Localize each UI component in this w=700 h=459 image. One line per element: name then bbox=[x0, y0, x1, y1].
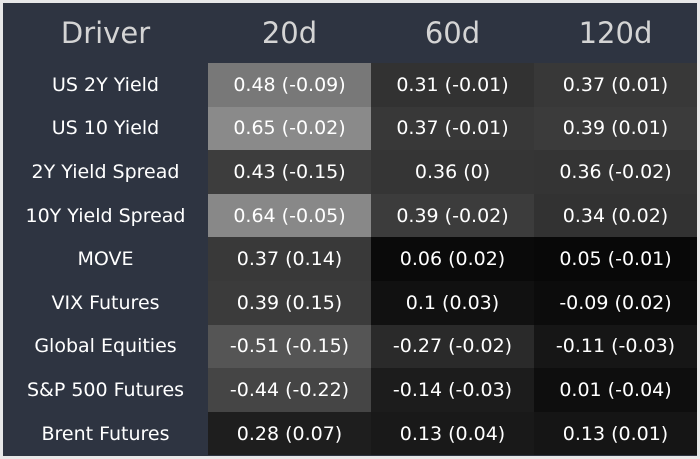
cell: 0.39 (0.01) bbox=[534, 106, 697, 151]
cell: -0.14 (-0.03) bbox=[371, 368, 534, 412]
row-label: VIX Futures bbox=[3, 280, 208, 325]
cell: -0.27 (-0.02) bbox=[371, 324, 534, 369]
cell: 0.36 (0) bbox=[371, 150, 534, 194]
cell: 0.64 (-0.05) bbox=[208, 193, 371, 238]
table-row: S&P 500 Futures -0.44 (-0.22) -0.14 (-0.03… bbox=[3, 368, 697, 412]
table-row: US 10 Yield 0.65 (-0.02) 0.37 (-0.01) 0.39 … bbox=[3, 106, 697, 151]
correlation-table: Driver 20d 60d 120d US 2Y Yield 0.48 (-0.09)… bbox=[3, 3, 697, 456]
cell: -0.44 (-0.22) bbox=[208, 368, 371, 412]
column-header: Driver bbox=[60, 16, 151, 50]
cell: 0.01 (-0.04) bbox=[534, 368, 697, 412]
cell: 0.36 (-0.02) bbox=[534, 150, 697, 194]
row-label: MOVE bbox=[3, 237, 208, 281]
cell: -0.09 (0.02) bbox=[534, 280, 697, 325]
row-label: 10Y Yield Spread bbox=[3, 193, 208, 238]
cell: 0.65 (-0.02) bbox=[208, 106, 371, 151]
row-label: Global Equities bbox=[3, 324, 208, 369]
row-label: US 2Y Yield bbox=[3, 63, 208, 107]
cell: 0.31 (-0.01) bbox=[371, 63, 534, 107]
cell: 0.1 (0.03) bbox=[371, 280, 534, 325]
cell: 0.34 (0.02) bbox=[534, 193, 697, 238]
table-row: 2Y Yield Spread 0.43 (-0.15) 0.36 (0) 0.36 … bbox=[3, 150, 697, 194]
cell: -0.51 (-0.15) bbox=[208, 324, 371, 369]
column-header: 20d bbox=[261, 16, 318, 50]
header-row: Driver 20d 60d 120d bbox=[3, 3, 697, 63]
cell: 0.13 (0.04) bbox=[371, 411, 534, 456]
cell: 0.37 (-0.01) bbox=[371, 106, 534, 151]
row-label: S&P 500 Futures bbox=[3, 368, 208, 412]
cell: 0.43 (-0.15) bbox=[208, 150, 371, 194]
column-header: 60d bbox=[424, 16, 481, 50]
cell: 0.06 (0.02) bbox=[371, 237, 534, 281]
row-label: 2Y Yield Spread bbox=[3, 150, 208, 194]
cell: 0.05 (-0.01) bbox=[534, 237, 697, 281]
column-header: 120d bbox=[578, 16, 653, 50]
cell: 0.37 (0.14) bbox=[208, 237, 371, 281]
table-panel: Driver 20d 60d 120d US 2Y Yield 0.48 (-0.09)… bbox=[3, 3, 697, 456]
cell: 0.39 (0.15) bbox=[208, 280, 371, 325]
table-row: VIX Futures 0.39 (0.15) 0.1 (0.03) -0.09 (0… bbox=[3, 280, 697, 325]
cell: 0.48 (-0.09) bbox=[208, 63, 371, 107]
table-row: US 2Y Yield 0.48 (-0.09) 0.31 (-0.01) 0.37 … bbox=[3, 63, 697, 107]
table-row: MOVE 0.37 (0.14) 0.06 (0.02) 0.05 (-0.01) bbox=[3, 237, 697, 281]
cell: 0.39 (-0.02) bbox=[371, 193, 534, 238]
row-label: Brent Futures bbox=[3, 411, 208, 456]
table-row: Brent Futures 0.28 (0.07) 0.13 (0.04) 0.13 … bbox=[3, 411, 697, 456]
table-row: 10Y Yield Spread 0.64 (-0.05) 0.39 (-0.02)… bbox=[3, 193, 697, 238]
cell: -0.11 (-0.03) bbox=[534, 324, 697, 369]
cell: 0.37 (0.01) bbox=[534, 63, 697, 107]
cell: 0.13 (0.01) bbox=[534, 411, 697, 456]
cell: 0.28 (0.07) bbox=[208, 411, 371, 456]
table-row: Global Equities -0.51 (-0.15) -0.27 (-0.02… bbox=[3, 324, 697, 369]
row-label: US 10 Yield bbox=[3, 106, 208, 151]
